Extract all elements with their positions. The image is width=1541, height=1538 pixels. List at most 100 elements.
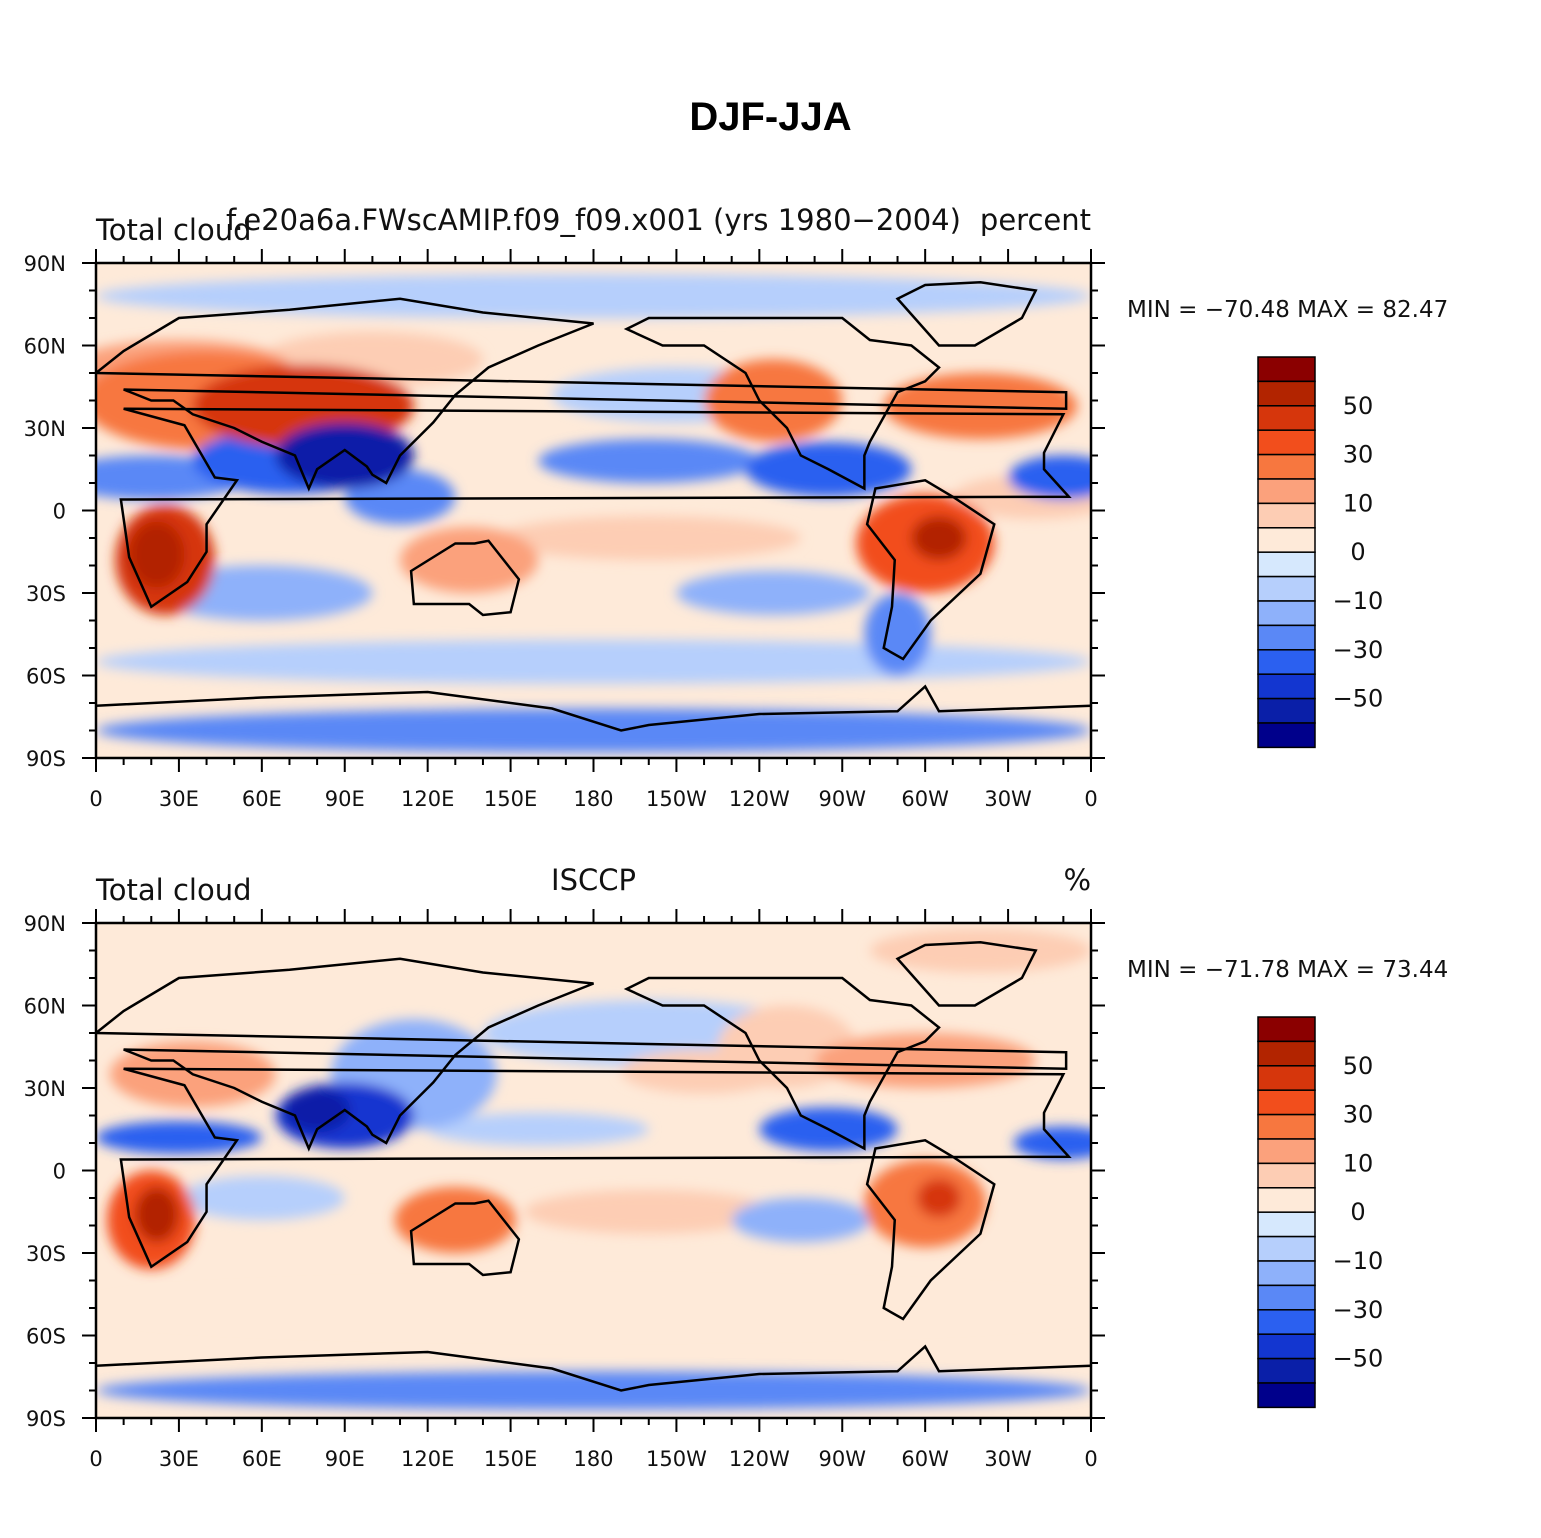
lat-tick-label: 0 xyxy=(53,500,66,524)
cloud-anomaly-region xyxy=(96,639,1091,684)
cloud-anomaly-region xyxy=(496,516,801,560)
cloud-anomaly-region xyxy=(864,593,931,676)
cloud-anomaly-region xyxy=(538,439,760,483)
cloud-anomaly-region xyxy=(394,1187,517,1253)
lon-tick-label: 150E xyxy=(484,787,537,811)
min-max-stats: MIN = −70.48 MAX = 82.47 xyxy=(1127,297,1448,323)
colorbar-box xyxy=(1257,1260,1316,1287)
cloud-anomaly-region xyxy=(731,1198,870,1242)
continent-outline xyxy=(119,407,1072,609)
cloud-anomaly-region xyxy=(96,1286,1091,1330)
colorbar-box xyxy=(1257,429,1316,456)
colorbar-label: 50 xyxy=(1343,1052,1374,1080)
lat-tick-label: 60N xyxy=(24,995,66,1019)
cloud-anomaly-region xyxy=(869,928,1091,973)
panel-left-title: Total cloud xyxy=(95,213,251,247)
colorbar-box xyxy=(1257,697,1316,724)
panel-center-title: ISCCP xyxy=(551,863,636,897)
continent-outline xyxy=(409,539,521,617)
cloud-anomaly-region xyxy=(275,422,414,489)
coastlines xyxy=(96,940,1091,1392)
lon-tick-label: 30W xyxy=(984,1447,1032,1471)
colorbar-label: −10 xyxy=(1333,1247,1384,1275)
continent-outline xyxy=(96,297,1068,492)
colorbar-box xyxy=(1257,575,1316,602)
colorbar-box xyxy=(1257,1357,1316,1384)
lon-tick-label: 30W xyxy=(984,787,1032,811)
colorbar-box xyxy=(1257,1382,1316,1409)
lon-tick-label: 150W xyxy=(646,787,707,811)
colorbar-box xyxy=(1257,453,1316,480)
colorbar-box xyxy=(1257,722,1316,749)
lat-tick-label: 90S xyxy=(26,747,66,771)
lon-tick-label: 180 xyxy=(573,787,613,811)
axis-ticks xyxy=(82,909,1105,1432)
cloud-anomaly-region xyxy=(676,571,870,615)
colorbar-box xyxy=(1257,1309,1316,1335)
lon-tick-label: 90W xyxy=(819,1447,867,1471)
coastlines xyxy=(96,280,1091,732)
cloud-anomaly-region xyxy=(96,274,1091,318)
lat-tick-label: 90N xyxy=(24,252,66,276)
continent-outline xyxy=(119,1067,1072,1269)
lon-tick-label: 90E xyxy=(325,1447,365,1471)
cloud-anomaly-region xyxy=(524,1189,774,1234)
colorbar-box xyxy=(1257,1211,1316,1238)
colorbar-box xyxy=(1257,1113,1316,1140)
cloud-anomaly-region xyxy=(283,1088,351,1132)
colorbar-box xyxy=(1257,1333,1316,1360)
continent-outline xyxy=(895,940,1038,1007)
continent-outline xyxy=(96,1344,1091,1392)
lon-tick-label: 60W xyxy=(901,1447,949,1471)
page-title: DJF-JJA xyxy=(689,95,852,139)
panel-units: % xyxy=(1063,863,1091,897)
colorbar-label: 50 xyxy=(1343,392,1374,420)
colorbar-box xyxy=(1257,1089,1316,1116)
colorbar: 50 30 10 0 −10 −30 −50 xyxy=(1257,356,1384,749)
colorbar-label: 30 xyxy=(1343,1101,1374,1129)
colorbar: 50 30 10 0 −10 −30 −50 xyxy=(1257,1016,1384,1409)
lat-tick-label: 0 xyxy=(53,1160,66,1184)
continent-outline xyxy=(623,316,941,491)
colorbar-box xyxy=(1257,1040,1316,1067)
lon-tick-label: 60W xyxy=(901,787,949,811)
lon-tick-label: 60E xyxy=(242,787,282,811)
lat-tick-label: 30N xyxy=(24,1077,66,1101)
colorbar-box xyxy=(1257,380,1316,407)
cloud-anomaly-region xyxy=(96,708,1091,753)
cloud-anomaly-region xyxy=(96,1121,262,1154)
panel-left-title: Total cloud xyxy=(95,873,251,907)
lon-tick-label: 0 xyxy=(89,1447,102,1471)
lon-tick-label: 120W xyxy=(729,1447,790,1471)
colorbar-label: −30 xyxy=(1333,1296,1384,1324)
lon-tick-label: 30E xyxy=(159,787,199,811)
colorbar-box xyxy=(1257,624,1316,651)
colorbar-box xyxy=(1257,478,1316,505)
axis-ticks xyxy=(82,249,1105,772)
panel-units: percent xyxy=(980,203,1091,237)
lat-tick-label: 30N xyxy=(24,417,66,441)
lat-tick-label: 60S xyxy=(26,665,66,689)
lon-tick-label: 0 xyxy=(89,787,102,811)
colorbar-box xyxy=(1257,1162,1316,1189)
min-max-stats: MIN = −71.78 MAX = 73.44 xyxy=(1127,957,1448,983)
lon-tick-label: 0 xyxy=(1084,1447,1097,1471)
lon-tick-label: 120E xyxy=(401,1447,454,1471)
colorbar-label: −50 xyxy=(1333,685,1384,713)
colorbar-label: 30 xyxy=(1343,441,1374,469)
lon-tick-label: 120E xyxy=(401,787,454,811)
colorbar-box xyxy=(1257,1138,1316,1165)
continent-outline xyxy=(96,684,1091,732)
colorbar-box xyxy=(1257,502,1316,529)
colorbar-box xyxy=(1257,527,1316,553)
colorbar-box xyxy=(1257,1016,1316,1043)
colorbar-box xyxy=(1257,1284,1316,1311)
cloud-anomaly-region xyxy=(134,1187,179,1242)
map-panel-model: 0 30E 60E 90E 120E 150E 180 150W 120W 90W 60W 30W 09… xyxy=(24,203,1449,811)
colorbar-label: −30 xyxy=(1333,636,1384,664)
lat-tick-label: 60S xyxy=(26,1325,66,1349)
colorbar-label: −50 xyxy=(1333,1345,1384,1373)
continent-outline xyxy=(409,1199,521,1277)
lat-tick-label: 60N xyxy=(24,335,66,359)
lon-tick-label: 90E xyxy=(325,787,365,811)
